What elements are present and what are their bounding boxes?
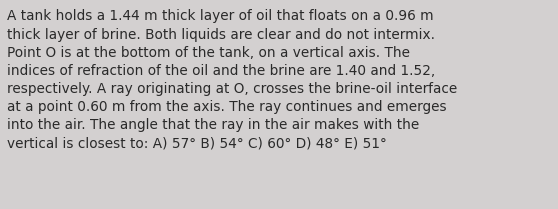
Text: A tank holds a 1.44 m thick layer of oil that floats on a 0.96 m
thick layer of : A tank holds a 1.44 m thick layer of oil… xyxy=(7,9,457,151)
